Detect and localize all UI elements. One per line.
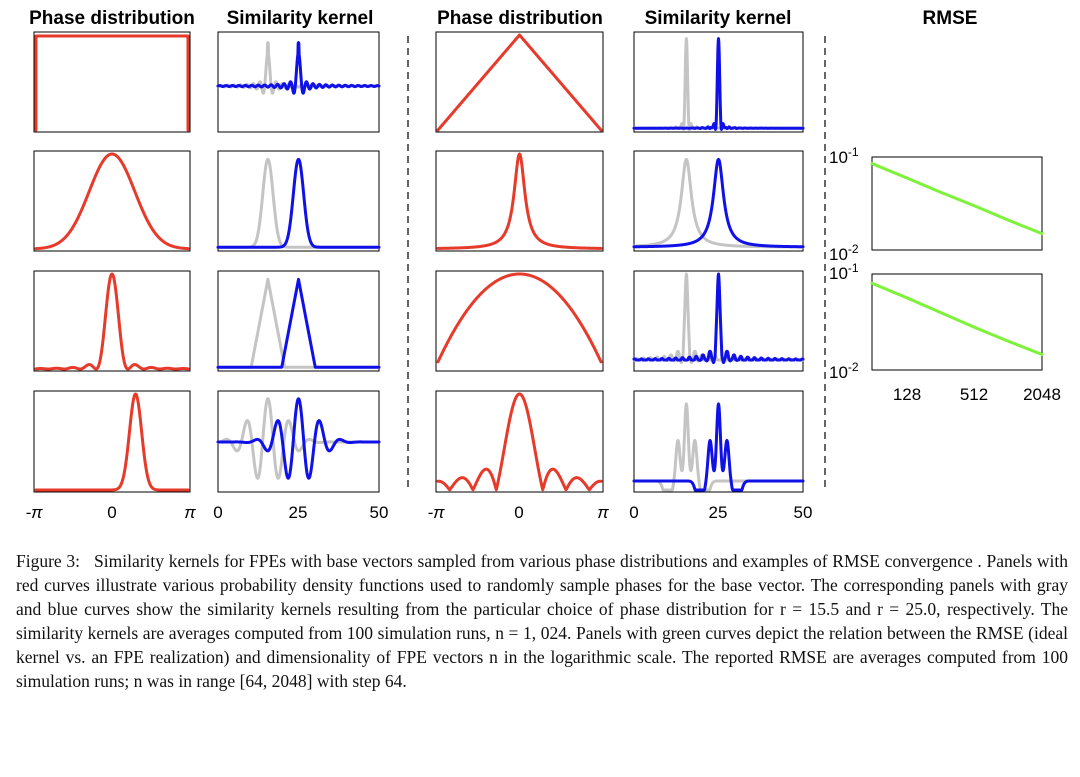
column-title-3: Phase distribution [437, 8, 603, 29]
caption-text: Similarity kernels for FPEs with base ve… [16, 551, 1069, 691]
phase-panel-right-1-curve [436, 33, 603, 132]
kernel-tick-right-1: 0 [629, 503, 638, 522]
phase-panel-left-2-frame [33, 150, 191, 252]
kernel-panel-right-3 [632, 270, 805, 372]
kernel-tick-right-2: 25 [709, 503, 728, 522]
caption-label: Figure 3: [16, 551, 81, 571]
kernel-panel-left-3-frame [217, 270, 380, 372]
column-titles: Phase distribution Similarity kernel Phase… [29, 8, 977, 29]
figure-3: Phase distribution Similarity kernel Phase… [25, 8, 1061, 522]
phase-panel-left-2 [33, 150, 191, 252]
kernel-panel-right-4-curve-blue [632, 402, 805, 492]
rmse-xtick-128: 128 [893, 385, 921, 404]
column-title-1: Phase distribution [29, 8, 195, 29]
kernel-panel-left-1 [216, 31, 381, 133]
rmse-1-ytick-1: 10-1 [829, 145, 859, 167]
rmse-1-ytick-2: 10-2 [829, 242, 859, 264]
phase-panel-right-1-frame [435, 31, 604, 133]
rmse-panel-2 [870, 273, 1044, 371]
phase-panel-left-3 [33, 270, 191, 372]
dashed-dividers [407, 36, 826, 492]
kernel-panel-left-2 [216, 150, 381, 252]
column-title-2: Similarity kernel [227, 8, 374, 29]
kernel-tick-left-2: 25 [289, 503, 308, 522]
phase-panel-left-1-curve [34, 34, 190, 132]
kernel-panel-left-1-curve-blue [216, 41, 381, 95]
kernel-panel-left-4 [216, 390, 381, 493]
phase-panel-right-3-frame [435, 270, 604, 372]
phase-tick-right-2: 0 [514, 503, 523, 522]
axis-ticks: -π 0 π -π 0 π0 25 50 0 25 50 [25, 503, 812, 522]
kernel-panel-left-3 [216, 270, 381, 372]
phase-tick-left-1: -π [25, 503, 43, 522]
kernel-tick-left-1: 0 [213, 503, 222, 522]
phase-panel-right-2-curve [436, 152, 603, 250]
kernel-panel-right-2-curve-blue [632, 157, 805, 249]
phase-tick-left-2: 0 [107, 503, 116, 522]
rmse-panel-1-frame [871, 156, 1043, 251]
kernel-panel-left-2-curve-blue [216, 157, 381, 249]
rmse-panel-1 [870, 156, 1044, 251]
phase-panel-left-4-frame [33, 390, 191, 493]
kernel-panel-left-4-curve-blue [216, 397, 381, 480]
kernel-panel-right-1 [632, 31, 805, 133]
rmse-2-ytick-1: 10-1 [829, 261, 859, 283]
phase-panel-left-1 [33, 31, 191, 133]
phase-panel-right-4 [435, 390, 604, 493]
rmse-xtick-2048: 2048 [1023, 385, 1061, 404]
column-title-4: Similarity kernel [645, 8, 792, 29]
phase-panel-right-3-curve [436, 272, 603, 364]
kernel-panel-right-2-frame [633, 150, 804, 252]
kernel-panel-right-4 [632, 390, 805, 493]
phase-tick-right-3: π [597, 503, 609, 522]
phase-panel-right-4-frame [435, 390, 604, 493]
phase-panel-right-2-frame [435, 150, 604, 252]
kernel-tick-left-3: 50 [370, 503, 389, 522]
phase-panel-left-3-curve [34, 272, 190, 371]
rmse-2-ytick-2: 10-2 [829, 360, 859, 382]
phase-panel-left-4-curve [34, 392, 190, 492]
phase-panel-left-3-frame [33, 270, 191, 372]
column-title-5: RMSE [923, 8, 978, 29]
kernel-panel-right-1-curve-blue [632, 37, 805, 131]
rmse-line-1 [870, 162, 1044, 236]
kernel-tick-right-3: 50 [794, 503, 813, 522]
rmse-panel-2-frame [871, 273, 1043, 371]
phase-tick-left-3: π [184, 503, 196, 522]
kernel-panel-right-3-curve-blue [632, 272, 805, 365]
kernel-panel-right-2 [632, 150, 805, 252]
kernel-panel-left-2-frame [217, 150, 380, 252]
phase-panel-left-4 [33, 390, 191, 493]
figure-caption: Figure 3: Similarity kernels for FPEs wit… [16, 549, 1068, 693]
rmse-xtick-512: 512 [960, 385, 988, 404]
phase-panel-left-2-curve [34, 152, 190, 251]
phase-panel-left-1-frame [33, 31, 191, 133]
phase-tick-right-1: -π [427, 503, 445, 522]
rmse-line-2 [870, 281, 1044, 357]
phase-panel-right-3 [435, 270, 604, 372]
phase-panel-right-1 [435, 31, 604, 133]
panel-grid [33, 31, 805, 493]
kernel-panel-left-3-curve-blue [216, 277, 381, 369]
phase-panel-right-2 [435, 150, 604, 252]
phase-panel-right-4-curve [436, 392, 603, 492]
